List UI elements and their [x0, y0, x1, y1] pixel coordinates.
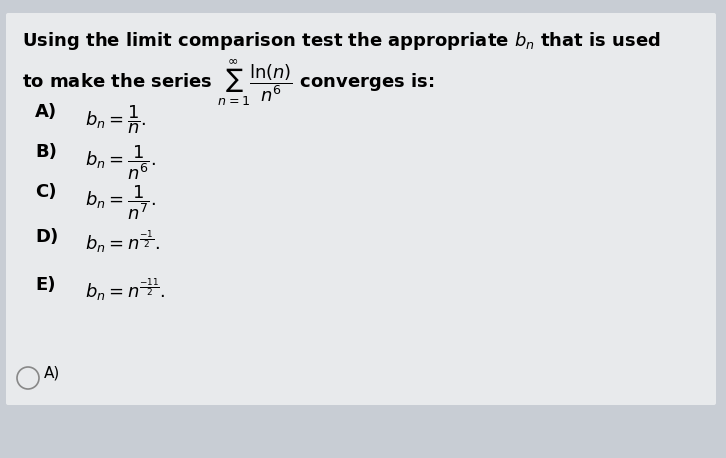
- Text: B): B): [35, 143, 57, 161]
- Text: A): A): [35, 103, 57, 121]
- Text: A): A): [44, 365, 60, 381]
- Text: $b_n = \dfrac{1}{n^7}.$: $b_n = \dfrac{1}{n^7}.$: [85, 183, 156, 222]
- Text: $b_n = n^{\frac{-1}{2}}.$: $b_n = n^{\frac{-1}{2}}.$: [85, 228, 160, 255]
- Text: $b_n = \dfrac{1}{n^6}.$: $b_n = \dfrac{1}{n^6}.$: [85, 143, 156, 182]
- Text: E): E): [35, 276, 55, 294]
- Text: C): C): [35, 183, 57, 201]
- Text: to make the series $\sum_{n=1}^{\infty} \dfrac{\ln(n)}{n^6}$ converges is:: to make the series $\sum_{n=1}^{\infty} …: [22, 58, 434, 108]
- Text: $b_n = n^{\frac{-11}{2}}.$: $b_n = n^{\frac{-11}{2}}.$: [85, 276, 166, 303]
- Text: Using the limit comparison test the appropriate $b_n$ that is used: Using the limit comparison test the appr…: [22, 30, 661, 52]
- Text: $b_n = \dfrac{1}{n}.$: $b_n = \dfrac{1}{n}.$: [85, 103, 147, 136]
- Text: D): D): [35, 228, 58, 246]
- FancyBboxPatch shape: [6, 13, 716, 405]
